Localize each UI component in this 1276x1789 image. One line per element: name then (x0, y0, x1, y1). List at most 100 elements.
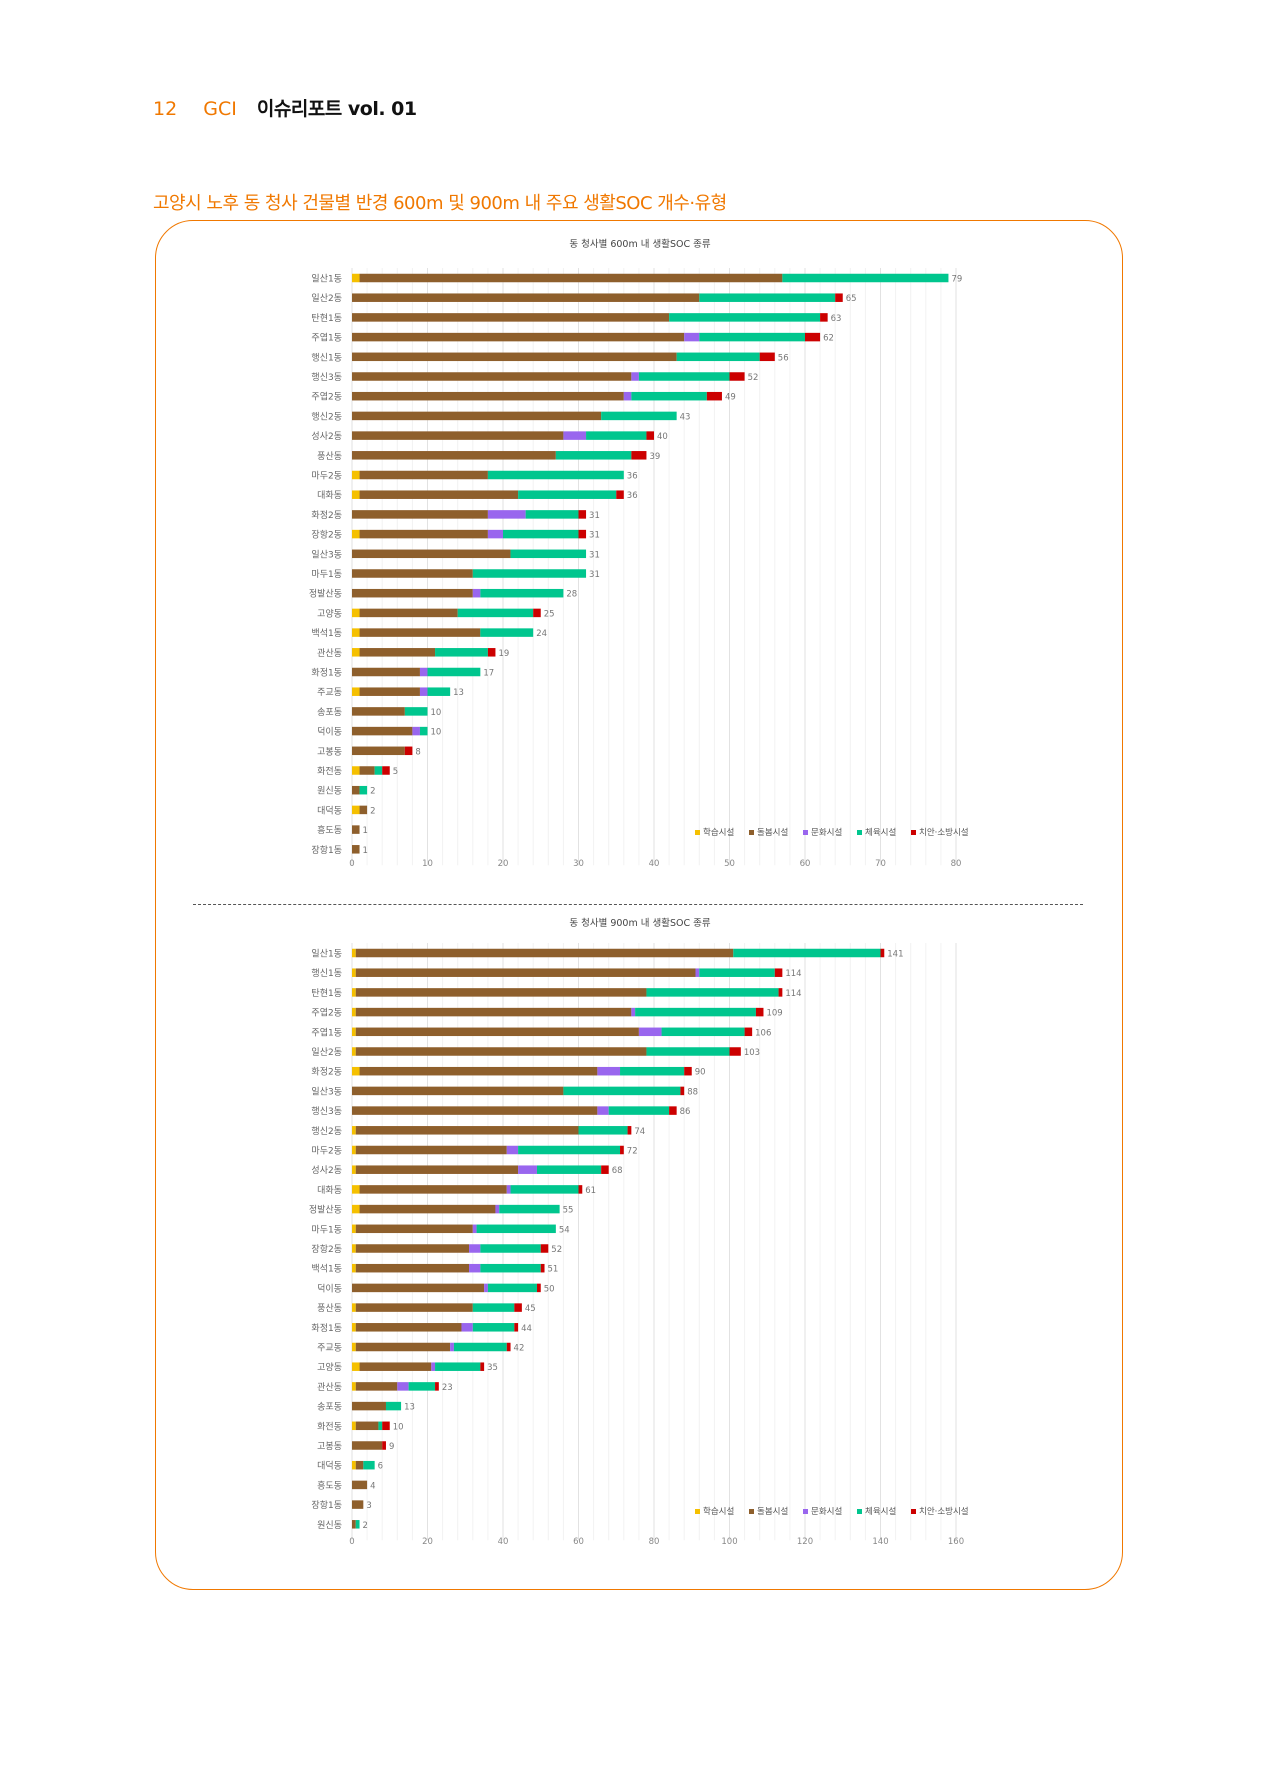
bar-segment-돌봄시설 (359, 273, 783, 283)
bar-segment-체육시설 (472, 1303, 515, 1312)
page-header: 12 GCI 이슈리포트 vol. 01 (153, 94, 417, 121)
bar-segment-돌봄시설 (359, 648, 436, 657)
x-tick-label: 10 (422, 859, 433, 869)
legend-label: 문화시설 (811, 827, 842, 838)
category-label: 장항1동 (311, 1500, 342, 1511)
data-label: 23 (442, 1383, 453, 1393)
bar-segment-치안·소방시설 (536, 1283, 541, 1293)
bar-segment-돌봄시설 (359, 1204, 496, 1214)
data-label: 3 (366, 1501, 371, 1511)
bar-segment-문화시설 (623, 391, 632, 401)
bar-segment-돌봄시설 (352, 785, 360, 795)
bar-segment-체육시설 (427, 687, 451, 696)
bar-segment-체육시설 (472, 1323, 515, 1332)
bar-segment-돌봄시설 (352, 313, 670, 322)
category-label: 마두1동 (311, 569, 342, 580)
bar-segment-돌봄시설 (352, 1086, 564, 1096)
bar-segment-학습시설 (352, 1126, 356, 1135)
bar-segment-체육시설 (525, 510, 579, 519)
data-label: 2 (363, 1521, 368, 1531)
category-label: 송포동 (317, 1402, 342, 1413)
bar-segment-치안·소방시설 (578, 1185, 583, 1194)
bar-segment-치안·소방시설 (540, 1244, 549, 1253)
bar-segment-돌봄시설 (352, 845, 360, 854)
bar-segment-체육시설 (472, 569, 587, 578)
x-tick-label: 160 (948, 1537, 964, 1547)
bar-segment-치안·소방시설 (382, 766, 390, 775)
bar-segment-학습시설 (352, 1204, 360, 1214)
data-label: 2 (370, 787, 375, 797)
category-label: 화전동 (317, 766, 342, 777)
bar-segment-체육시설 (661, 1027, 745, 1037)
category-label: 행신1동 (311, 967, 342, 979)
bar-segment-학습시설 (352, 948, 356, 958)
bar-segment-체육시설 (355, 1520, 360, 1529)
category-label: 일산2동 (311, 1047, 342, 1058)
data-label: 31 (589, 550, 600, 560)
category-label: 성사2동 (311, 1165, 342, 1176)
bar-segment-체육시설 (427, 667, 481, 677)
bar-segment-체육시설 (601, 411, 677, 421)
data-label: 42 (514, 1344, 525, 1354)
bar-segment-돌봄시설 (355, 1047, 647, 1056)
bar-segment-치안·소방시설 (514, 1303, 522, 1312)
bar-segment-돌봄시설 (355, 1342, 451, 1352)
bar-segment-학습시설 (352, 1007, 356, 1017)
bar-segment-학습시설 (352, 1145, 356, 1155)
legend-label: 치안·소방시설 (919, 1506, 969, 1517)
bar-segment-돌봄시설 (359, 687, 420, 696)
bar-segment-돌봄시설 (352, 746, 405, 756)
category-label: 대화동 (317, 1185, 342, 1196)
data-label: 62 (823, 334, 834, 344)
bar-segment-돌봄시설 (359, 628, 481, 637)
bar-segment-학습시설 (352, 648, 360, 657)
page-number: 12 (153, 98, 178, 120)
bar-segment-치안·소방시설 (382, 1441, 386, 1450)
bar-segment-치안·소방시설 (774, 968, 783, 977)
bar-segment-체육시설 (487, 470, 624, 480)
legend-swatch (803, 830, 808, 835)
bar-segment-돌봄시설 (359, 805, 368, 815)
bar-segment-학습시설 (352, 687, 360, 696)
bar-segment-치안·소방시설 (487, 648, 496, 657)
bar-segment-문화시설 (506, 1145, 519, 1155)
bar-segment-체육시설 (404, 707, 428, 716)
bar-segment-학습시설 (352, 1244, 356, 1253)
bar-segment-돌봄시설 (359, 470, 488, 480)
x-tick-label: 40 (649, 859, 660, 869)
bar-segment-돌봄시설 (355, 1263, 470, 1273)
bar-segment-치안·소방시설 (506, 1342, 511, 1352)
chart-title: 동 청사별 900m 내 생활SOC 종류 (569, 917, 711, 929)
bar-segment-체육시설 (733, 948, 881, 958)
bar-segment-체육시설 (646, 988, 779, 997)
x-tick-label: 60 (800, 859, 811, 869)
category-label: 행신3동 (311, 371, 342, 383)
legend-swatch (695, 1509, 700, 1514)
category-label: 대덕동 (317, 805, 342, 816)
bar-segment-돌봄시설 (352, 352, 677, 362)
x-tick-label: 80 (951, 859, 962, 869)
data-label: 36 (627, 491, 638, 501)
bar-segment-체육시설 (510, 549, 587, 559)
bar-segment-돌봄시설 (352, 431, 564, 440)
bar-segment-체육시설 (699, 968, 775, 977)
category-label: 흥도동 (317, 824, 342, 836)
bar-segment-체육시설 (631, 391, 707, 401)
bar-segment-치안·소방시설 (601, 1165, 609, 1174)
bar-segment-치안·소방시설 (382, 1421, 390, 1431)
bar-segment-돌봄시설 (355, 1027, 639, 1037)
bar-segment-학습시설 (352, 1421, 356, 1431)
bar-segment-학습시설 (352, 805, 360, 815)
category-label: 고봉동 (317, 746, 342, 757)
category-label: 성사2동 (311, 431, 342, 442)
bar-segment-치안·소방시설 (755, 1007, 764, 1017)
category-label: 덕이동 (317, 727, 342, 738)
bar-segment-돌봄시설 (359, 1066, 598, 1076)
bar-segment-치안·소방시설 (480, 1362, 485, 1371)
bar-segment-돌봄시설 (355, 1323, 462, 1332)
data-label: 54 (559, 1225, 570, 1235)
data-label: 25 (544, 609, 555, 619)
bar-segment-돌봄시설 (359, 766, 375, 775)
bar-segment-돌봄시설 (352, 332, 685, 342)
bar-segment-문화시설 (397, 1382, 409, 1391)
